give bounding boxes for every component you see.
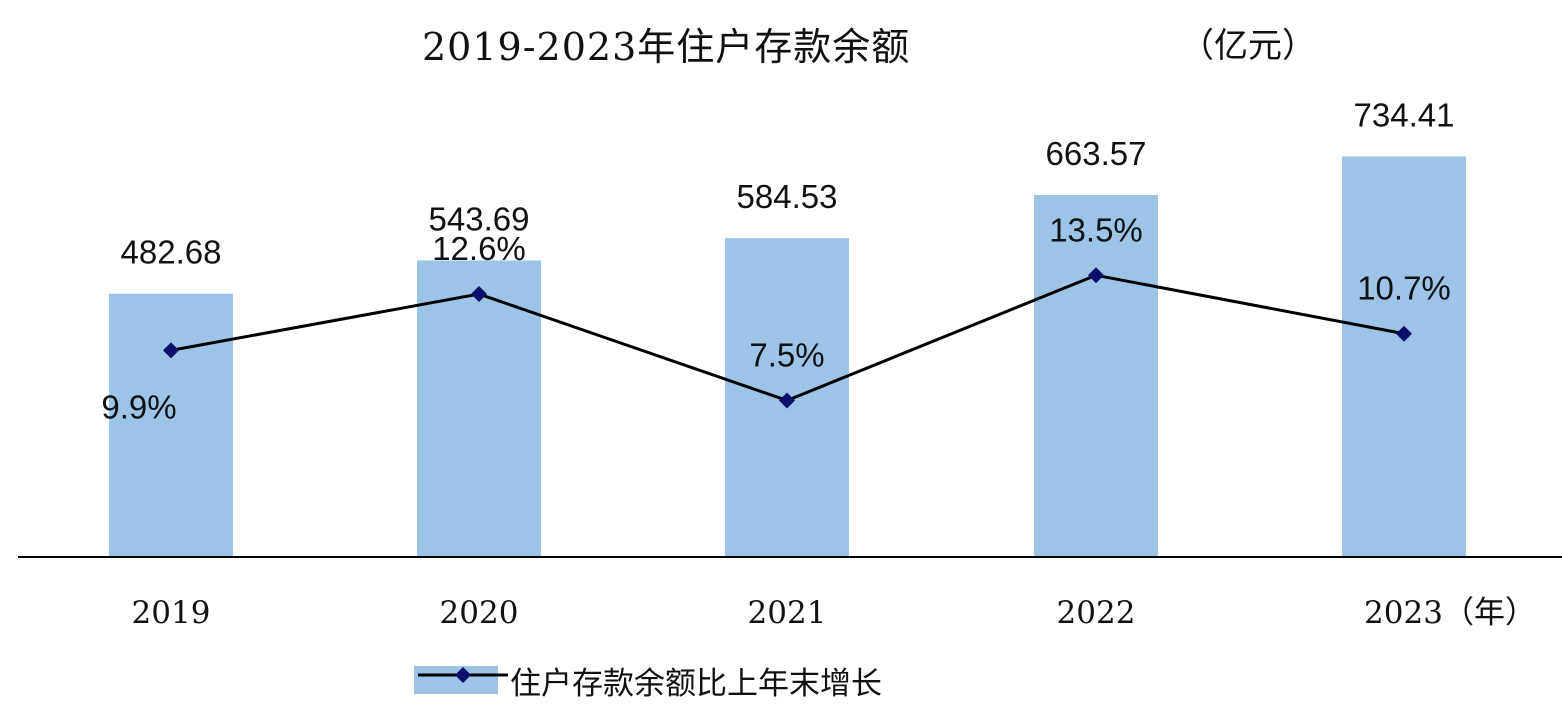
bar-value-label-2020: 543.69 xyxy=(429,200,530,237)
bar-value-label-2023: 734.41 xyxy=(1354,96,1455,133)
x-tick-label-2023: 2023（年） xyxy=(1364,595,1536,631)
bar-value-label-2022: 663.57 xyxy=(1046,135,1147,172)
legend-swatch-bar xyxy=(414,666,498,694)
legend-label-bar: 住户存款余额 xyxy=(510,665,696,702)
bar-2019 xyxy=(109,293,233,557)
growth-marker-2021 xyxy=(779,392,795,409)
growth-marker-2020 xyxy=(471,286,487,303)
bar-value-label-2021: 584.53 xyxy=(737,178,838,215)
chart-title: 2019-2023年住户存款余额 xyxy=(422,25,911,69)
x-tick-label-2019: 2019 xyxy=(132,595,211,631)
growth-marker-2023 xyxy=(1396,325,1412,342)
growth-marker-2019 xyxy=(163,342,179,359)
growth-label-2023: 10.7% xyxy=(1357,270,1451,307)
bar-value-label-2019: 482.68 xyxy=(121,234,222,271)
bar-2022 xyxy=(1034,195,1158,557)
growth-label-2020: 12.6% xyxy=(432,230,526,267)
x-tick-label-2022: 2022 xyxy=(1057,595,1136,631)
growth-marker-2022 xyxy=(1088,267,1104,284)
legend-label-line: 比上年末增长 xyxy=(696,665,882,702)
x-tick-label-2020: 2020 xyxy=(440,595,519,631)
bar-2020 xyxy=(417,260,541,557)
growth-label-2022: 13.5% xyxy=(1049,211,1143,248)
legend-line-marker-icon xyxy=(418,667,508,683)
bar-2023 xyxy=(1342,156,1466,557)
legend: 住户存款余额 比上年末增长 xyxy=(414,660,882,702)
growth-label-2021: 7.5% xyxy=(749,336,824,373)
chart-unit: （亿元） xyxy=(1180,26,1316,66)
x-tick-label-2021: 2021 xyxy=(748,595,827,631)
growth-label-2019: 9.9% xyxy=(101,388,176,425)
